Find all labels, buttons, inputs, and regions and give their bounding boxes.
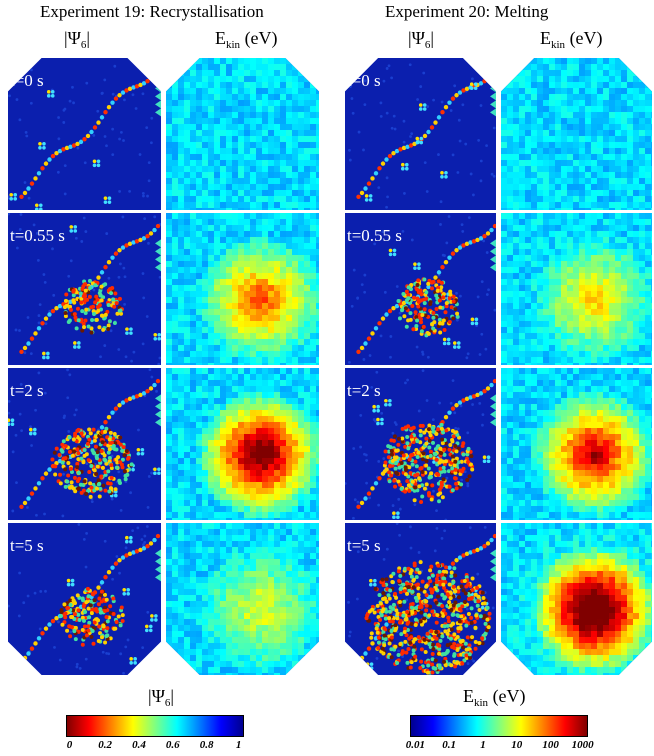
ekin-panel-exp20-row3 xyxy=(501,368,652,520)
psi6-tick: 0.2 xyxy=(98,739,113,751)
time-label: t=5 s xyxy=(10,536,44,555)
ekin-tick: 1 xyxy=(480,739,486,751)
time-label: t=2 s xyxy=(10,381,44,400)
ekin-panel-exp19-row2 xyxy=(166,213,319,365)
time-label: t=0.55 s xyxy=(10,226,65,245)
time-label: t=5 s xyxy=(347,536,381,555)
ekin-header-exp19: Ekin (eV) xyxy=(215,28,278,51)
experiment-20-title: Experiment 20: Melting xyxy=(385,2,549,21)
time-label: t=0.55 s xyxy=(347,226,402,245)
ekin-colorbar-ticks: 0.01 0.1 1 10 100 1000 xyxy=(406,739,594,753)
psi6-tick: 0.4 xyxy=(132,739,146,751)
psi6-tick: 1 xyxy=(235,739,242,751)
ekin-tick: 0.1 xyxy=(442,739,457,751)
ekin-panel-exp19-row4 xyxy=(166,523,319,675)
psi6-tick: 0.6 xyxy=(165,739,180,751)
ekin-header-exp20: Ekin (eV) xyxy=(540,28,603,51)
psi6-panel-exp19-row4: t=5 s xyxy=(8,523,161,675)
ekin-panel-exp20-row1 xyxy=(501,58,652,210)
ekin-tick: 10 xyxy=(511,739,523,751)
psi6-panel-exp20-row3: t=2 s xyxy=(345,368,496,520)
psi6-colorbar-label: |Ψ6| xyxy=(148,686,174,709)
psi6-panel-exp19-row2: t=0.55 s xyxy=(8,213,161,365)
ekin-panel-exp19-row1 xyxy=(166,58,319,210)
psi6-tick: 0 xyxy=(66,739,73,751)
psi6-colorbar-ticks: 0 0.2 0.4 0.6 0.8 1 xyxy=(66,739,244,753)
ekin-panel-exp20-row4 xyxy=(501,523,652,675)
psi6-header-exp20: |Ψ6| xyxy=(408,28,434,51)
psi6-colorbar xyxy=(66,715,244,737)
time-label: t=0 s xyxy=(347,71,381,90)
ekin-colorbar-label: Ekin (eV) xyxy=(463,686,526,709)
psi6-panel-exp20-row4: t=5 s xyxy=(345,523,496,675)
experiment-19-title: Experiment 19: Recrystallisation xyxy=(40,2,264,21)
time-label: t=2 s xyxy=(347,381,381,400)
psi6-header-exp19: |Ψ6| xyxy=(64,28,90,51)
psi6-panel-exp20-row1: t=0 s xyxy=(345,58,496,210)
psi6-panel-exp20-row2: t=0.55 s xyxy=(345,213,496,365)
ekin-tick: 0.01 xyxy=(405,739,425,751)
ekin-panel-exp19-row3 xyxy=(166,368,319,520)
ekin-colorbar xyxy=(410,715,588,737)
psi6-panel-exp19-row1: t=0 s xyxy=(8,58,161,210)
ekin-panel-exp20-row2 xyxy=(501,213,652,365)
psi6-panel-exp19-row3: t=2 s xyxy=(8,368,161,520)
ekin-tick: 100 xyxy=(542,739,559,751)
psi6-tick: 0.8 xyxy=(199,739,214,751)
ekin-tick: 1000 xyxy=(571,739,594,751)
time-label: t=0 s xyxy=(10,71,44,90)
